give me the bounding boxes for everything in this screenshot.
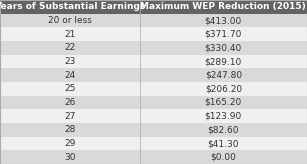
- Text: $41.30: $41.30: [208, 139, 239, 148]
- Text: 28: 28: [64, 125, 76, 134]
- Text: 27: 27: [64, 112, 76, 121]
- Bar: [0, 123, 307, 137]
- Text: $247.80: $247.80: [205, 71, 242, 80]
- Bar: [0, 96, 307, 109]
- Bar: [0, 82, 307, 96]
- Text: $82.60: $82.60: [208, 125, 239, 134]
- Text: $165.20: $165.20: [205, 98, 242, 107]
- Bar: [0, 41, 307, 55]
- Bar: [0, 150, 307, 164]
- Bar: [0, 68, 307, 82]
- Text: 25: 25: [64, 84, 76, 93]
- Bar: [0, 137, 307, 150]
- Text: Years of Substantial Earnings: Years of Substantial Earnings: [0, 2, 145, 11]
- Text: 30: 30: [64, 153, 76, 162]
- Text: $206.20: $206.20: [205, 84, 242, 93]
- Text: 21: 21: [64, 30, 76, 39]
- Text: 22: 22: [64, 43, 76, 52]
- Text: $330.40: $330.40: [205, 43, 242, 52]
- Bar: [0, 55, 307, 68]
- Bar: [0, 109, 307, 123]
- Text: $413.00: $413.00: [205, 16, 242, 25]
- Bar: [0, 0, 307, 14]
- Text: Maximum WEP Reduction (2015): Maximum WEP Reduction (2015): [141, 2, 306, 11]
- Text: 24: 24: [64, 71, 76, 80]
- Text: $371.70: $371.70: [205, 30, 242, 39]
- Text: 29: 29: [64, 139, 76, 148]
- Text: 20 or less: 20 or less: [48, 16, 92, 25]
- Text: $289.10: $289.10: [205, 57, 242, 66]
- Text: $123.90: $123.90: [205, 112, 242, 121]
- Bar: [0, 14, 307, 27]
- Bar: [0, 27, 307, 41]
- Text: 26: 26: [64, 98, 76, 107]
- Text: $0.00: $0.00: [210, 153, 236, 162]
- Text: 23: 23: [64, 57, 76, 66]
